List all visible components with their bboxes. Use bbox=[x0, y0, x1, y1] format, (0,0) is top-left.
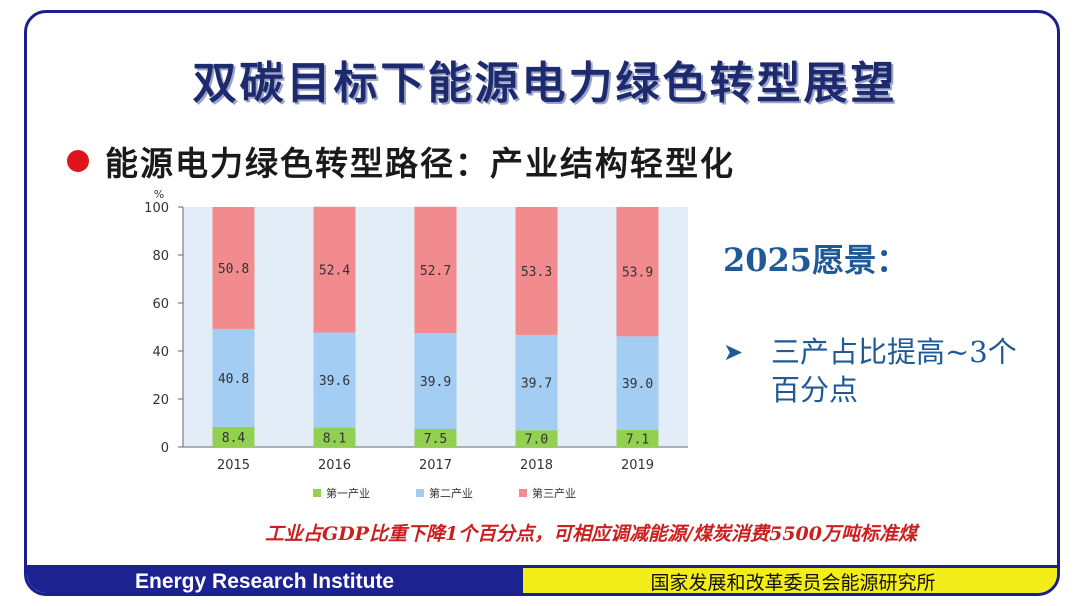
data-label: 39.9 bbox=[420, 375, 451, 390]
x-tick-label: 2017 bbox=[419, 458, 452, 473]
y-tick-label: 100 bbox=[144, 201, 169, 216]
x-tick-label: 2018 bbox=[520, 458, 553, 473]
data-label: 39.0 bbox=[622, 377, 653, 392]
x-tick-label: 2016 bbox=[318, 458, 351, 473]
bullet-heading: 能源电力绿色转型路径：产业结构轻型化 bbox=[105, 144, 735, 183]
bar-segment bbox=[414, 429, 457, 447]
legend-swatch bbox=[416, 489, 424, 497]
y-tick-label: 40 bbox=[152, 345, 169, 360]
legend-swatch bbox=[313, 489, 321, 497]
bar-segment bbox=[414, 206, 457, 334]
data-label: 40.8 bbox=[218, 372, 249, 387]
legend-label: 第二产业 bbox=[429, 486, 473, 500]
data-label: 53.3 bbox=[521, 265, 552, 280]
footer-institute-cn: 国家发展和改革委员会能源研究所 bbox=[523, 565, 1057, 593]
data-label: 52.4 bbox=[319, 264, 350, 279]
data-label: 7.1 bbox=[626, 432, 649, 447]
bar-segment bbox=[313, 332, 356, 428]
footer-institute-en: Energy Research Institute bbox=[27, 565, 523, 593]
data-label: 8.1 bbox=[323, 431, 346, 446]
energy-saving-note: 工业占GDP比重下降1个百分点，可相应调减能源/煤炭消费5500万吨标准煤 bbox=[264, 523, 918, 545]
bar-segment bbox=[515, 430, 558, 447]
data-label: 39.6 bbox=[319, 374, 350, 389]
arrow-bullet-icon: ➤ bbox=[723, 338, 744, 366]
vision-title: 2025愿景： bbox=[723, 241, 909, 279]
x-tick-label: 2019 bbox=[621, 458, 654, 473]
data-label: 8.4 bbox=[222, 431, 246, 446]
legend-label: 第三产业 bbox=[532, 486, 576, 500]
bar-segment bbox=[616, 429, 659, 447]
y-tick-label: 0 bbox=[161, 441, 169, 456]
y-axis-unit-label: % bbox=[154, 188, 164, 201]
industry-structure-chart: % 0 20 40 60 80 100 8.4 40.8 50.8 2015 8.1 39.6 52.4 2… bbox=[144, 188, 688, 500]
data-label: 39.7 bbox=[521, 377, 552, 392]
y-tick-label: 80 bbox=[152, 249, 169, 264]
x-tick-label: 2015 bbox=[217, 458, 250, 473]
bullet-row: 能源电力绿色转型路径：产业结构轻型化 bbox=[67, 137, 735, 185]
bar-segment bbox=[313, 206, 356, 333]
y-tick-label: 20 bbox=[152, 393, 169, 408]
slide-title: 双碳目标下能源电力绿色转型展望 bbox=[192, 58, 898, 109]
bar-segment bbox=[515, 334, 558, 431]
data-label: 7.5 bbox=[424, 432, 447, 447]
data-label: 50.8 bbox=[218, 262, 249, 277]
bar-segment bbox=[515, 207, 558, 335]
y-tick-label: 60 bbox=[152, 297, 169, 312]
bar-segment bbox=[616, 207, 659, 337]
bar-segment bbox=[616, 336, 659, 430]
data-label: 52.7 bbox=[420, 264, 451, 279]
data-label: 53.9 bbox=[622, 266, 653, 281]
legend-label: 第一产业 bbox=[326, 486, 370, 500]
bar-segment bbox=[212, 426, 255, 447]
data-label: 7.0 bbox=[525, 433, 548, 448]
vision-item: ➤ 三产占比提高~3个百分点 bbox=[723, 333, 1043, 409]
bar-segment bbox=[212, 207, 255, 329]
vision-item-text: 三产占比提高~3个百分点 bbox=[771, 335, 1017, 407]
footer-bar: Energy Research Institute 国家发展和改革委员会能源研究… bbox=[27, 565, 1057, 593]
red-bullet-icon bbox=[67, 150, 89, 172]
slide-frame: 双碳目标下能源电力绿色转型展望 能源电力绿色转型路径：产业结构轻型化 % 0 20 4… bbox=[24, 10, 1060, 596]
bar-segment bbox=[414, 333, 457, 429]
legend-swatch bbox=[519, 489, 527, 497]
bar-segment bbox=[313, 427, 356, 447]
bar-segment bbox=[212, 328, 255, 427]
